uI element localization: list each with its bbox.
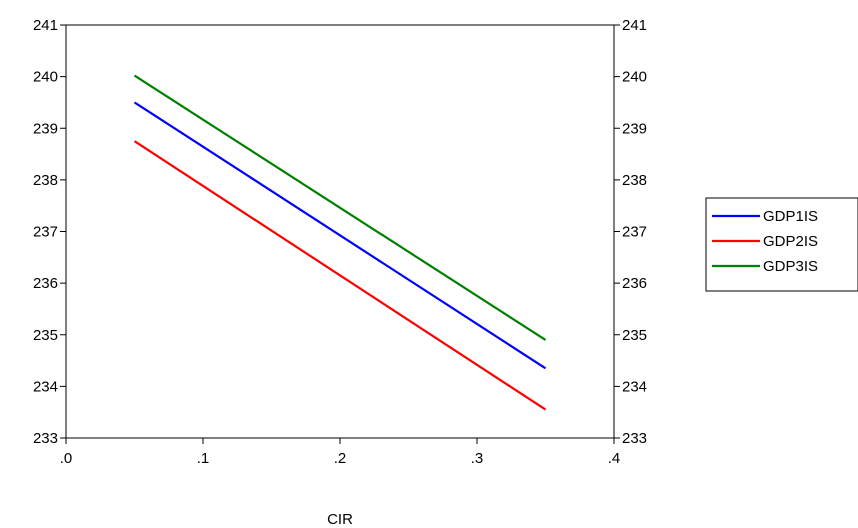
y-tick-label-left: 238 [33, 172, 58, 189]
x-tick-label: .1 [197, 450, 210, 467]
y-tick-label-left: 241 [33, 17, 58, 34]
x-tick-label: .2 [334, 450, 347, 467]
x-axis-title: CIR [327, 511, 353, 528]
y-axis-right: 233 234 235 236 237 238 239 240 241 [614, 17, 647, 447]
legend-label-gdp1is: GDP1IS [763, 208, 818, 225]
x-axis: .0 .1 .2 .3 .4 [60, 438, 621, 467]
series-lines [133, 74, 547, 411]
y-tick-label-right: 240 [622, 69, 647, 86]
y-tick-label-right: 233 [622, 430, 647, 447]
y-tick-label-left: 240 [33, 69, 58, 86]
y-tick-label-right: 241 [622, 17, 647, 34]
plot-frame [65, 24, 615, 439]
y-tick-label-right: 237 [622, 224, 647, 241]
series-line-gdp3is [133, 74, 547, 341]
series-line-gdp1is [133, 101, 547, 370]
legend-box [705, 197, 858, 292]
y-tick-label-left: 235 [33, 327, 58, 344]
y-tick-label-right: 236 [622, 275, 647, 292]
y-axis-left: 233 234 235 236 237 238 239 240 241 [33, 17, 66, 447]
x-tick-label: .0 [60, 450, 73, 467]
legend-label-gdp2is: GDP2IS [763, 233, 818, 250]
x-tick-label: .3 [471, 450, 484, 467]
y-tick-label-left: 236 [33, 275, 58, 292]
legend: GDP1IS GDP2IS GDP3IS [705, 197, 858, 292]
y-tick-label-left: 239 [33, 120, 58, 137]
y-tick-label-left: 233 [33, 430, 58, 447]
y-tick-label-right: 239 [622, 120, 647, 137]
y-tick-label-right: 235 [622, 327, 647, 344]
y-tick-label-left: 237 [33, 224, 58, 241]
legend-label-gdp3is: GDP3IS [763, 258, 818, 275]
series-line-gdp2is [133, 140, 547, 411]
y-tick-label-right: 238 [622, 172, 647, 189]
x-tick-label: .4 [608, 450, 621, 467]
y-tick-label-left: 234 [33, 378, 58, 395]
y-tick-label-right: 234 [622, 378, 647, 395]
